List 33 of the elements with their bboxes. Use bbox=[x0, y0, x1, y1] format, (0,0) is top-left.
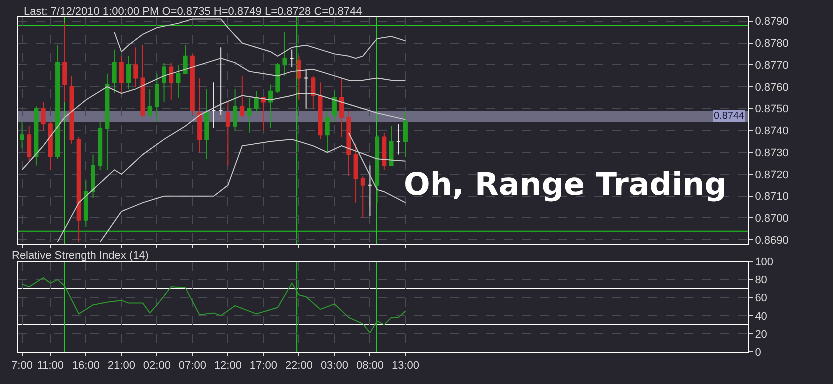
x-tick-label: 22:00 bbox=[285, 360, 313, 372]
y-tick-label: 0.8770 bbox=[755, 60, 789, 72]
band-label: 0.8744 bbox=[714, 111, 746, 122]
x-tick-label: 08:00 bbox=[356, 360, 384, 372]
y-tick-label: 0.8760 bbox=[755, 82, 789, 94]
y-tick-label: 0.8700 bbox=[755, 213, 789, 226]
y-tick-label: 100 bbox=[755, 256, 774, 269]
x-tick-label: 02:00 bbox=[143, 360, 171, 372]
y-tick-label: 0.8720 bbox=[755, 169, 789, 182]
x-tick-label: 07:00 bbox=[178, 360, 206, 372]
y-tick-label: 80 bbox=[755, 274, 768, 287]
x-tick-label: 7:00 bbox=[12, 360, 33, 372]
x-tick-label: 21:00 bbox=[108, 360, 136, 372]
y-tick-label: 0.8740 bbox=[755, 126, 789, 138]
x-tick-label: 16:00 bbox=[72, 360, 100, 372]
annotation: Oh, Range Trading bbox=[404, 167, 727, 203]
y-tick-label: 0.8790 bbox=[755, 16, 789, 28]
x-tick-label: 17:00 bbox=[250, 360, 278, 372]
y-tick-label: 40 bbox=[755, 310, 768, 323]
y-tick-label: 0.8710 bbox=[755, 191, 789, 204]
y-tick-label: 0 bbox=[755, 346, 762, 359]
y-tick-label: 0.8750 bbox=[755, 104, 789, 116]
x-tick-label: 12:00 bbox=[214, 360, 242, 372]
y-tick-label: 0.8690 bbox=[755, 234, 789, 247]
x-tick-label: 11:00 bbox=[37, 360, 64, 372]
y-tick-label: 60 bbox=[755, 292, 768, 305]
y-tick-label: 0.8780 bbox=[755, 38, 789, 50]
x-tick-label: 03:00 bbox=[320, 360, 348, 372]
y-tick-label: 20 bbox=[755, 328, 768, 341]
chart-title: Last: 7/12/2010 1:00:00 PM O=0.8735 H=0.8749 L=0.8728 C=0.8744 bbox=[24, 6, 362, 18]
y-tick-label: 0.8730 bbox=[755, 147, 789, 160]
x-tick-label: 13:00 bbox=[392, 360, 420, 372]
chart-title: Relative Strength Index (14) bbox=[12, 250, 149, 262]
